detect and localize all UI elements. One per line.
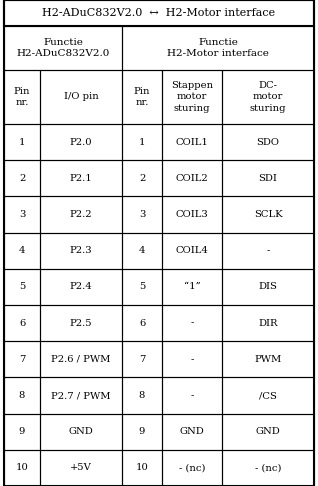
Text: P2.0: P2.0 [70, 138, 92, 147]
Text: 7: 7 [19, 355, 25, 364]
Text: COIL4: COIL4 [176, 246, 208, 255]
Text: +5V: +5V [70, 463, 92, 472]
Text: 1: 1 [139, 138, 145, 147]
Text: DC-
motor
sturing: DC- motor sturing [250, 81, 286, 113]
Text: P2.3: P2.3 [70, 246, 92, 255]
Text: 1: 1 [19, 138, 25, 147]
Text: 3: 3 [139, 210, 145, 219]
Text: 9: 9 [139, 427, 145, 436]
Text: P2.7 / PWM: P2.7 / PWM [51, 391, 111, 400]
Text: COIL3: COIL3 [176, 210, 208, 219]
Text: - (nc): - (nc) [255, 463, 281, 472]
Text: - (nc): - (nc) [179, 463, 205, 472]
Text: Functie
H2-ADuC832V2.0: Functie H2-ADuC832V2.0 [16, 38, 110, 58]
Text: 9: 9 [19, 427, 25, 436]
Text: GND: GND [256, 427, 280, 436]
Text: Pin
nr.: Pin nr. [14, 87, 30, 107]
Text: SCLK: SCLK [254, 210, 282, 219]
Text: /CS: /CS [259, 391, 277, 400]
Text: SDI: SDI [259, 174, 277, 183]
Text: Stappen
motor
sturing: Stappen motor sturing [171, 81, 213, 113]
Text: Pin
nr.: Pin nr. [134, 87, 150, 107]
Text: 5: 5 [139, 282, 145, 292]
Text: 10: 10 [16, 463, 28, 472]
Text: 7: 7 [139, 355, 145, 364]
Text: I/O pin: I/O pin [64, 92, 98, 102]
Text: -: - [190, 355, 194, 364]
Text: 6: 6 [139, 319, 145, 328]
Text: GND: GND [69, 427, 93, 436]
Text: 4: 4 [139, 246, 145, 255]
Text: PWM: PWM [254, 355, 282, 364]
Text: -: - [266, 246, 270, 255]
Text: 6: 6 [19, 319, 25, 328]
Text: COIL1: COIL1 [176, 138, 208, 147]
Text: 10: 10 [135, 463, 149, 472]
Text: 4: 4 [19, 246, 25, 255]
Text: 2: 2 [19, 174, 25, 183]
Text: H2-ADuC832V2.0  ↔  H2-Motor interface: H2-ADuC832V2.0 ↔ H2-Motor interface [42, 8, 276, 18]
Text: 2: 2 [139, 174, 145, 183]
Text: COIL2: COIL2 [176, 174, 208, 183]
Text: 8: 8 [19, 391, 25, 400]
Text: “1”: “1” [184, 282, 200, 292]
Text: 8: 8 [139, 391, 145, 400]
Text: P2.6 / PWM: P2.6 / PWM [51, 355, 111, 364]
Text: 5: 5 [19, 282, 25, 292]
Text: 3: 3 [19, 210, 25, 219]
Text: DIS: DIS [259, 282, 277, 292]
Text: SDO: SDO [257, 138, 280, 147]
Text: Functie
H2-Motor interface: Functie H2-Motor interface [167, 38, 269, 58]
Text: DIR: DIR [258, 319, 278, 328]
Text: P2.5: P2.5 [70, 319, 92, 328]
Text: -: - [190, 391, 194, 400]
Text: -: - [190, 319, 194, 328]
Text: P2.2: P2.2 [70, 210, 92, 219]
Text: GND: GND [180, 427, 204, 436]
Text: P2.1: P2.1 [70, 174, 92, 183]
Text: P2.4: P2.4 [70, 282, 92, 292]
